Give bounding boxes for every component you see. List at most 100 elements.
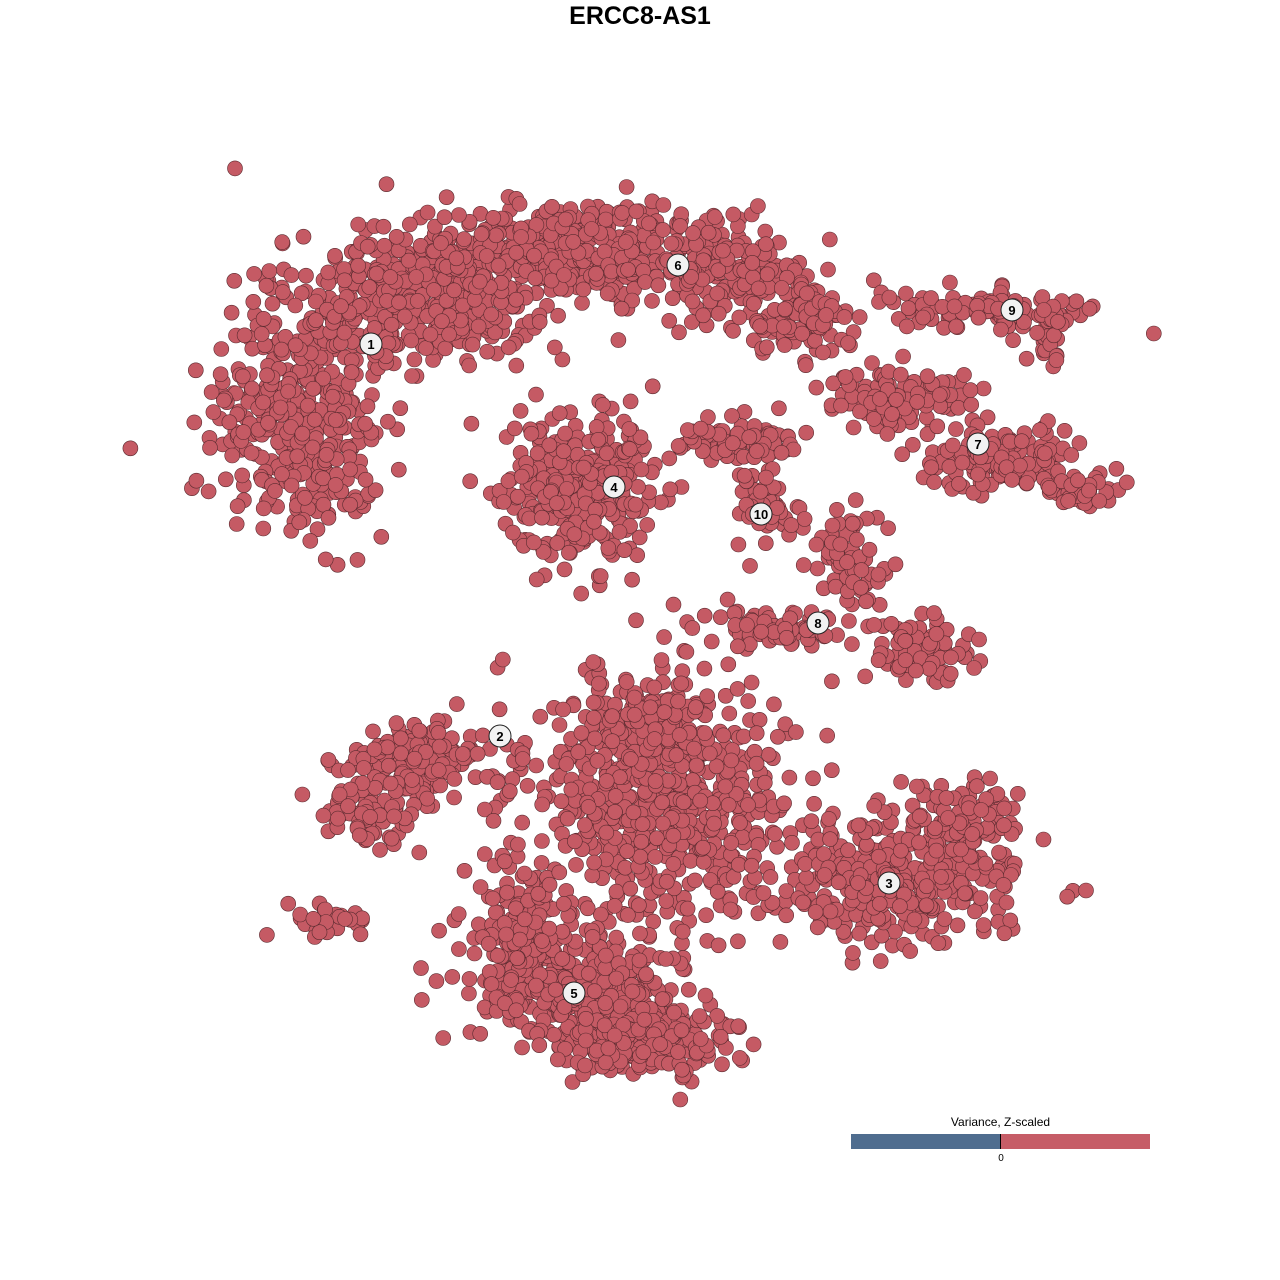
cell-point bbox=[696, 725, 713, 741]
cell-point bbox=[1070, 472, 1086, 489]
cell-point bbox=[309, 521, 326, 538]
cell-point bbox=[573, 725, 590, 741]
cell-point bbox=[1071, 435, 1088, 451]
cell-point bbox=[911, 808, 928, 825]
cell-point bbox=[748, 443, 765, 459]
cell-point bbox=[570, 744, 587, 760]
cell-point bbox=[472, 1026, 489, 1042]
cell-point bbox=[557, 425, 573, 442]
cell-point bbox=[600, 1040, 617, 1057]
cell-point bbox=[805, 770, 821, 787]
cell-point bbox=[647, 773, 664, 789]
cell-point bbox=[547, 981, 564, 998]
cell-point bbox=[403, 332, 420, 349]
cluster-label-text: 4 bbox=[610, 480, 618, 495]
cell-point bbox=[607, 788, 624, 804]
cell-point bbox=[752, 318, 769, 335]
cell-point bbox=[495, 494, 512, 510]
cell-point bbox=[797, 357, 814, 374]
cluster-label-text: 8 bbox=[814, 616, 821, 631]
cell-point bbox=[688, 757, 705, 774]
cell-point bbox=[448, 250, 465, 267]
cell-point bbox=[982, 770, 998, 787]
cell-point bbox=[221, 414, 238, 431]
cell-point bbox=[942, 665, 959, 682]
cell-point bbox=[893, 842, 909, 859]
cell-point bbox=[675, 794, 692, 811]
cell-point bbox=[729, 638, 746, 655]
cell-point bbox=[688, 699, 704, 716]
cell-point bbox=[720, 656, 737, 673]
cell-point bbox=[933, 869, 949, 885]
cell-point bbox=[580, 799, 597, 815]
cluster-label-text: 7 bbox=[974, 437, 981, 452]
cell-point bbox=[940, 810, 956, 826]
cell-point bbox=[555, 443, 572, 460]
cell-point bbox=[767, 826, 783, 842]
cell-point bbox=[824, 517, 841, 534]
cell-point bbox=[401, 216, 418, 233]
cell-point bbox=[673, 1022, 690, 1039]
cell-point bbox=[730, 536, 747, 553]
cell-point bbox=[908, 778, 925, 795]
cell-point bbox=[186, 414, 203, 431]
cell-point bbox=[702, 872, 719, 888]
cell-point bbox=[906, 911, 923, 928]
cell-point bbox=[708, 758, 725, 775]
cell-point bbox=[306, 411, 323, 428]
legend-title: Variance, Z-scaled bbox=[950, 1115, 1051, 1129]
cell-point bbox=[611, 524, 628, 540]
cell-point bbox=[728, 786, 745, 802]
cell-point bbox=[243, 445, 260, 461]
cluster-label-3: 3 bbox=[877, 871, 901, 895]
cell-point bbox=[696, 660, 713, 677]
cell-point bbox=[610, 332, 627, 348]
cell-point bbox=[446, 282, 462, 299]
cell-point bbox=[864, 355, 880, 371]
cell-point bbox=[599, 285, 616, 302]
cell-point bbox=[724, 408, 740, 424]
cell-point bbox=[624, 292, 641, 309]
cell-point bbox=[631, 897, 647, 914]
cell-point bbox=[340, 798, 356, 815]
cell-point bbox=[744, 254, 761, 271]
cell-point bbox=[355, 760, 372, 776]
cell-point bbox=[376, 237, 393, 254]
cell-point bbox=[626, 706, 643, 723]
cell-point bbox=[600, 540, 617, 556]
cell-point bbox=[1005, 332, 1021, 349]
cell-point bbox=[866, 798, 883, 814]
cell-point bbox=[283, 477, 300, 494]
cell-point bbox=[470, 318, 487, 335]
cell-point bbox=[993, 321, 1009, 338]
cell-point bbox=[298, 267, 314, 284]
cell-point bbox=[612, 998, 629, 1015]
cell-point bbox=[216, 392, 232, 409]
cell-point bbox=[506, 420, 523, 437]
cluster-label-text: 2 bbox=[496, 729, 503, 744]
cell-point bbox=[555, 895, 572, 912]
cell-point bbox=[883, 615, 900, 632]
cell-point bbox=[585, 694, 602, 711]
cell-point bbox=[272, 399, 289, 416]
cell-point bbox=[578, 1010, 594, 1027]
cell-point bbox=[466, 945, 483, 962]
cell-point bbox=[918, 897, 935, 914]
cell-point bbox=[340, 762, 356, 778]
cell-point bbox=[695, 839, 711, 856]
cell-point bbox=[597, 211, 614, 228]
cell-point bbox=[559, 481, 575, 497]
cell-point bbox=[966, 660, 982, 676]
cell-point bbox=[320, 509, 337, 526]
cell-point bbox=[809, 560, 826, 577]
cell-point bbox=[451, 207, 467, 223]
cell-point bbox=[632, 925, 648, 942]
cell-point bbox=[930, 935, 947, 952]
cell-point bbox=[776, 337, 793, 353]
cell-point bbox=[893, 774, 909, 790]
cell-point bbox=[949, 917, 966, 934]
cell-point bbox=[851, 309, 868, 325]
cell-point bbox=[227, 160, 243, 177]
cell-point bbox=[724, 435, 741, 452]
cell-point bbox=[717, 687, 734, 704]
